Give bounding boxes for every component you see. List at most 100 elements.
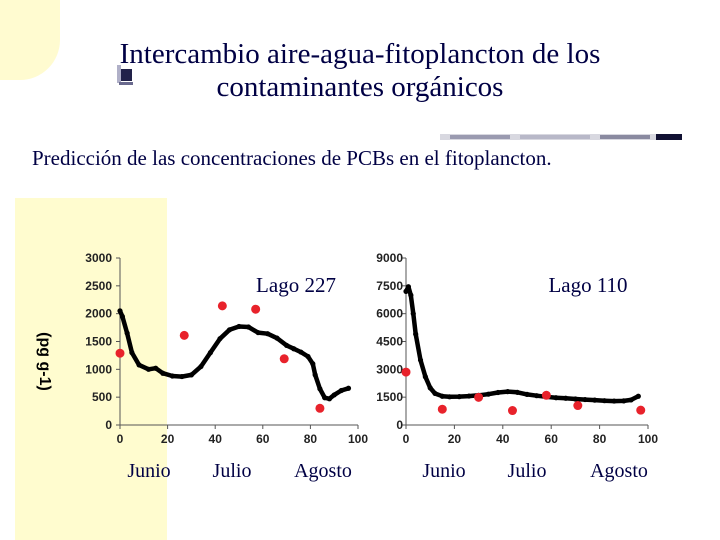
observed-point — [401, 367, 411, 377]
y-tick-label: 6000 — [376, 307, 403, 321]
y-tick-label: 0 — [105, 418, 112, 432]
prediction-point — [312, 372, 318, 378]
title-underline-decoration — [420, 134, 682, 140]
x-tick-label: 80 — [304, 432, 318, 446]
x-tick-label: 100 — [348, 432, 368, 446]
x-tick-label: 40 — [496, 432, 510, 446]
prediction-point — [446, 394, 453, 400]
prediction-point — [495, 389, 501, 396]
prediction-point — [505, 389, 511, 395]
slide-subtitle: Predicción de las concentraciones de PCB… — [32, 146, 552, 170]
prediction-point — [534, 393, 540, 399]
prediction-point — [553, 395, 559, 401]
observed-point — [279, 354, 289, 364]
prediction-point — [310, 361, 316, 367]
prediction-point — [582, 396, 588, 403]
prediction-point — [563, 395, 569, 401]
y-tick-label: 3000 — [85, 251, 112, 265]
x-tick-label: 20 — [448, 432, 462, 446]
observed-point — [179, 330, 189, 340]
slide-title: Intercambio aire-agua-fitoplancton de lo… — [0, 38, 720, 104]
prediction-point — [621, 398, 627, 404]
prediction-point — [129, 350, 135, 356]
title-line-1: Intercambio aire-agua-fitoplancton de lo… — [119, 38, 601, 70]
title-line-2: contaminantes orgánicos — [216, 71, 504, 103]
prediction-point — [188, 372, 194, 378]
prediction-point — [117, 308, 123, 314]
prediction-point — [298, 349, 304, 355]
prediction-point — [592, 397, 598, 403]
y-tick-label: 1000 — [85, 362, 112, 376]
observed-point — [636, 405, 646, 415]
month-label: Junio — [422, 460, 465, 482]
prediction-point — [410, 311, 416, 317]
prediction-point — [413, 331, 419, 337]
prediction-point — [245, 324, 252, 330]
month-label: Julio — [213, 460, 252, 482]
prediction-curve — [117, 308, 351, 402]
prediction-point — [331, 392, 337, 398]
y-tick-label: 2500 — [85, 279, 112, 293]
slide-bullet-icon — [117, 65, 133, 85]
x-tick-label: 80 — [593, 432, 607, 446]
y-tick-label: 500 — [92, 390, 112, 404]
prediction-curve — [403, 284, 641, 404]
y-tick-label: 1500 — [376, 390, 403, 404]
prediction-point — [305, 353, 311, 360]
prediction-point — [198, 363, 204, 370]
prediction-point — [572, 396, 579, 402]
prediction-point — [153, 365, 159, 371]
prediction-point — [124, 330, 130, 336]
prediction-point — [179, 373, 185, 380]
prediction-point — [432, 390, 438, 397]
prediction-point — [326, 396, 333, 402]
prediction-point — [255, 329, 261, 336]
chart-title: Lago 110 — [548, 273, 627, 297]
y-tick-label: 1500 — [85, 335, 112, 349]
prediction-point — [628, 397, 634, 403]
prediction-point — [422, 374, 428, 380]
prediction-point — [601, 398, 608, 404]
y-tick-label: 4500 — [376, 335, 403, 349]
prediction-point — [635, 393, 641, 399]
prediction-point — [403, 288, 409, 294]
y-tick-label: 2000 — [85, 307, 112, 321]
prediction-point — [345, 385, 352, 391]
prediction-point — [322, 395, 328, 401]
y-axis-label: (pg g-1) — [36, 332, 53, 391]
prediction-point — [317, 386, 323, 392]
observed-point — [251, 304, 261, 314]
x-tick-label: 60 — [256, 432, 270, 446]
y-tick-label: 0 — [396, 418, 403, 432]
month-label: Agosto — [294, 460, 352, 482]
observed-point — [437, 404, 447, 414]
prediction-point — [236, 323, 242, 330]
observed-point — [217, 301, 227, 311]
month-label: Agosto — [590, 460, 648, 482]
observed-point — [507, 406, 517, 416]
chart-title: Lago 227 — [256, 273, 336, 297]
prediction-point — [524, 391, 530, 397]
x-tick-label: 100 — [638, 432, 658, 446]
prediction-point — [417, 357, 424, 363]
y-tick-label: 9000 — [376, 251, 403, 265]
x-tick-label: 0 — [403, 432, 410, 446]
prediction-point — [439, 393, 445, 399]
prediction-point — [284, 342, 290, 348]
prediction-point — [217, 336, 223, 342]
prediction-point — [169, 373, 175, 379]
y-tick-label: 3000 — [376, 362, 403, 376]
x-tick-label: 0 — [117, 432, 124, 446]
prediction-point — [207, 350, 214, 356]
x-tick-label: 40 — [209, 432, 223, 446]
observed-point — [474, 392, 484, 402]
prediction-point — [160, 370, 166, 376]
prediction-point — [291, 346, 297, 352]
prediction-point — [119, 313, 125, 320]
prediction-point — [136, 362, 142, 368]
prediction-point — [405, 284, 412, 290]
prediction-point — [338, 387, 344, 394]
prediction-point — [611, 398, 617, 404]
prediction-point — [456, 394, 462, 400]
